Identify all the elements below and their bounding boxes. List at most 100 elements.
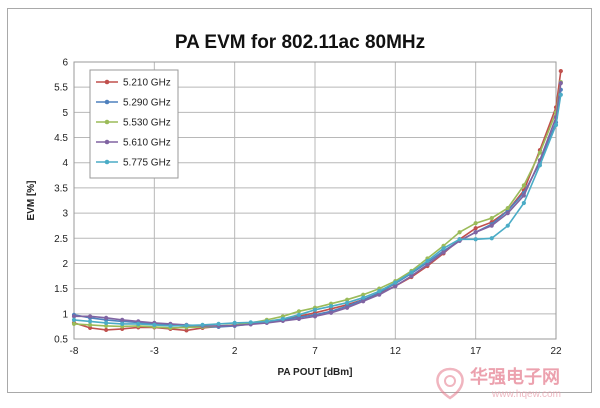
legend-swatch-marker <box>104 159 110 165</box>
y-tick-label: 1.5 <box>54 284 68 295</box>
x-tick-label: -3 <box>150 346 159 357</box>
data-point <box>489 216 494 221</box>
data-point <box>361 295 366 300</box>
legend: 5.210 GHz 5.290 GHz 5.530 GHz 5.610 GHz 5.77… <box>89 69 179 179</box>
x-tick-label: -8 <box>70 346 79 357</box>
data-point <box>521 193 526 198</box>
data-point <box>345 300 350 305</box>
y-tick-label: 1 <box>62 309 68 320</box>
data-point <box>558 81 563 86</box>
data-point <box>296 309 302 314</box>
data-point <box>377 292 382 297</box>
x-tick-label: 22 <box>550 346 562 357</box>
data-point <box>120 317 125 322</box>
chart-title: PA EVM for 802.11ac 80MHz <box>175 32 425 53</box>
data-point <box>425 262 430 267</box>
data-point <box>521 183 526 188</box>
data-point <box>489 223 494 228</box>
y-tick-label: 3.5 <box>54 183 68 194</box>
data-point <box>505 223 510 228</box>
data-point <box>87 319 93 324</box>
data-point <box>457 230 462 235</box>
legend-label: 5.530 GHz <box>123 118 171 129</box>
data-point <box>377 289 382 294</box>
legend-swatch-marker <box>104 119 110 125</box>
data-point <box>558 68 563 74</box>
data-point <box>457 237 462 242</box>
legend-item: 5.210 GHz <box>96 78 171 89</box>
data-point <box>104 323 109 329</box>
data-point <box>537 163 543 168</box>
data-point <box>505 205 510 211</box>
y-tick-label: 4 <box>62 158 68 169</box>
legend-label: 5.610 GHz <box>123 138 171 149</box>
legend-label: 5.210 GHz <box>123 78 171 89</box>
data-point <box>184 328 189 333</box>
data-point <box>361 292 366 297</box>
data-point <box>87 322 93 327</box>
data-point <box>248 320 253 325</box>
data-point <box>104 327 109 333</box>
data-point <box>393 284 398 289</box>
legend-item: 5.610 GHz <box>96 138 171 149</box>
data-point <box>71 317 77 322</box>
plot-area-border <box>73 61 557 340</box>
data-point <box>296 312 302 317</box>
data-point <box>264 319 269 324</box>
data-point <box>537 150 543 155</box>
x-tick-label: 2 <box>232 346 238 357</box>
data-point <box>425 258 430 264</box>
legend-item: 5.530 GHz <box>96 118 171 129</box>
watermark-text: 华强电子网 <box>470 366 560 387</box>
data-point <box>409 273 414 279</box>
data-point <box>136 321 141 326</box>
legend-label: 5.775 GHz <box>123 158 171 169</box>
data-point <box>473 226 478 231</box>
watermark-icon <box>436 367 464 400</box>
y-tick-label: 2.5 <box>54 234 68 245</box>
x-tick-label: 12 <box>390 346 402 357</box>
data-point <box>328 304 334 309</box>
legend-item: 5.775 GHz <box>96 158 171 169</box>
legend-swatch-marker <box>104 139 110 145</box>
data-point <box>473 237 478 242</box>
data-point <box>184 323 189 328</box>
data-point <box>345 297 350 302</box>
data-point <box>312 314 318 319</box>
series-lines <box>71 68 563 333</box>
data-point <box>280 316 285 321</box>
series-line <box>73 89 562 328</box>
y-axis-label: EVM [%] <box>26 181 37 221</box>
data-point <box>553 122 559 128</box>
y-tick-label: 5 <box>62 108 68 119</box>
y-tick-label: 0.5 <box>54 335 68 346</box>
data-point <box>87 314 93 319</box>
legend-item: 5.290 GHz <box>96 98 171 109</box>
data-point <box>521 200 526 206</box>
data-point <box>393 280 398 285</box>
data-point <box>71 314 77 319</box>
data-point <box>87 325 93 331</box>
series-5-775-ghz <box>71 92 563 329</box>
legend-swatch-marker <box>104 99 110 105</box>
data-point <box>71 321 77 326</box>
legend-box <box>89 69 179 179</box>
data-point <box>200 322 205 327</box>
series-5-530-ghz <box>71 80 563 331</box>
data-point <box>409 270 414 275</box>
data-point <box>505 210 510 216</box>
data-point <box>120 321 125 326</box>
data-point <box>216 321 221 326</box>
data-point <box>361 299 366 304</box>
data-point <box>104 320 109 325</box>
y-tick-label: 2 <box>62 259 68 270</box>
data-point <box>345 305 350 310</box>
x-axis-label: PA POUT [dBm] <box>278 367 353 378</box>
x-tick-label: 17 <box>470 346 482 357</box>
data-point <box>232 320 237 325</box>
data-point <box>473 230 478 235</box>
watermark-logo: 华强电子网 www.hqew.com <box>436 366 561 400</box>
data-point <box>312 307 318 312</box>
series-line <box>73 94 562 327</box>
